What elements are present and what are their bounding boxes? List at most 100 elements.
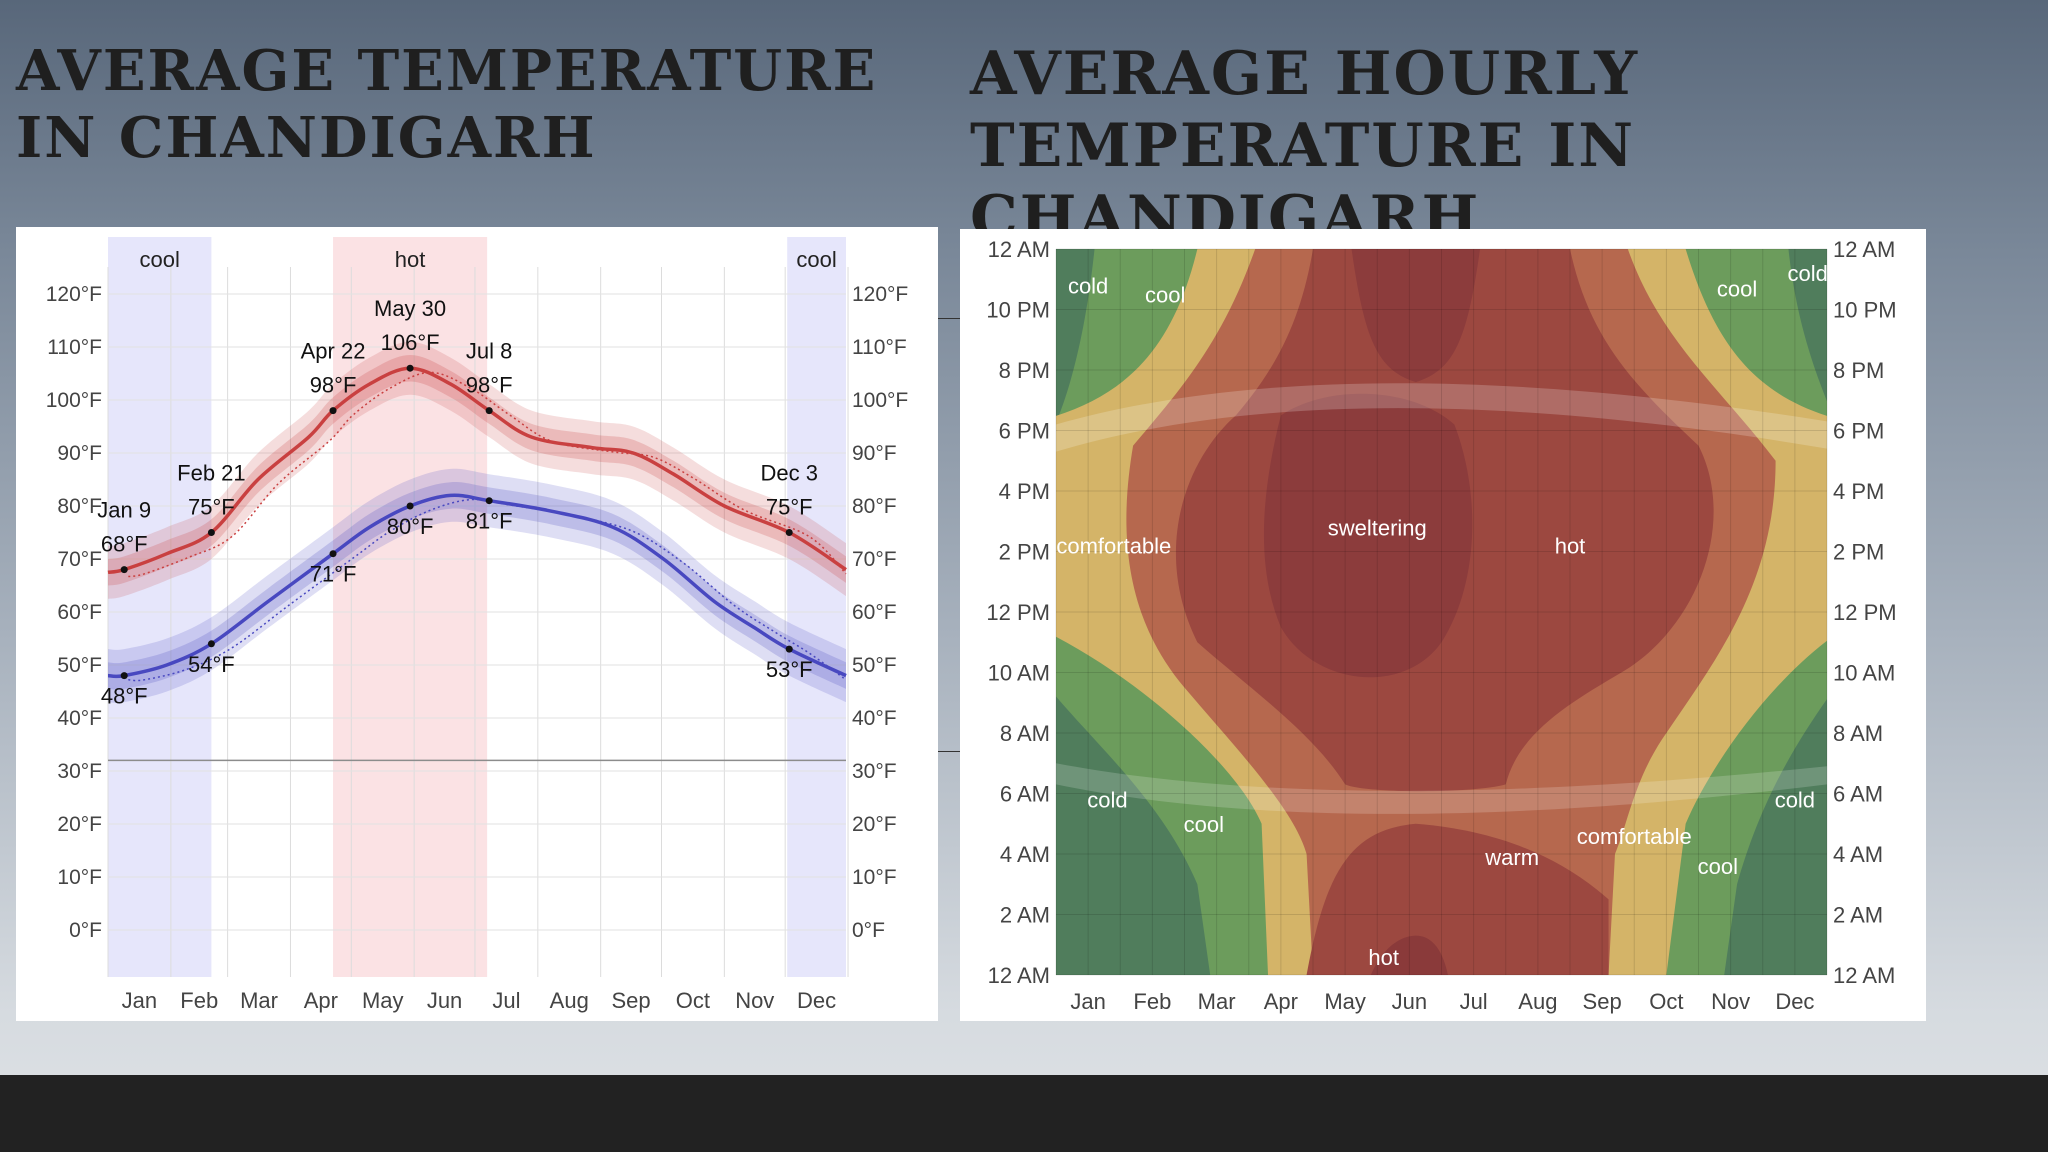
heatmap-zone-sweltering-top (1351, 249, 1481, 383)
connector-line-top (938, 318, 960, 319)
heatmap-y-tick-left: 10 PM (986, 298, 1050, 323)
x-tick-label: Jan (122, 988, 157, 1013)
heatmap-x-tick: May (1324, 989, 1366, 1014)
x-tick-label: Dec (797, 988, 836, 1013)
heatmap-zones (1056, 249, 1827, 975)
heatmap-y-tick-left: 6 PM (999, 419, 1050, 444)
heatmap-y-tick-left: 10 AM (988, 661, 1050, 686)
annotation-value: 68°F (101, 532, 148, 557)
season-band-label: cool (796, 247, 836, 272)
annotation-value: 71°F (310, 562, 357, 587)
zone-label: hot (1368, 945, 1399, 970)
y-tick-label-left: 100°F (46, 389, 102, 412)
x-tick-label: Jul (492, 988, 520, 1013)
series-line-low (107, 493, 847, 679)
heatmap-y-tick-left: 4 PM (999, 479, 1050, 504)
heatmap-y-tick-left: 2 AM (1000, 903, 1050, 928)
low-inner-band (108, 482, 846, 690)
annotation-value: 48°F (101, 684, 148, 709)
heatmap-y-tick-right: 4 AM (1833, 842, 1883, 867)
y-tick-label-right: 0°F (852, 919, 885, 942)
y-tick-label-right: 120°F (852, 283, 908, 306)
y-tick-label-right: 10°F (852, 866, 897, 889)
x-tick-label: Apr (304, 988, 338, 1013)
heatmap-zone-sweltering (1263, 393, 1473, 678)
heatmap-x-tick: Jun (1392, 989, 1427, 1014)
heatmap-y-tick-left: 12 PM (986, 600, 1050, 625)
y-tick-label-right: 70°F (852, 548, 897, 571)
y-tick-label-left: 50°F (57, 654, 102, 677)
heatmap-x-tick: Dec (1775, 989, 1814, 1014)
low-outer-band (108, 468, 846, 703)
annotation-date: Jul 8 (466, 339, 512, 364)
heatmap-y-tick-right: 6 AM (1833, 782, 1883, 807)
average-temperature-chart: cool hot cool 0°F 0°F 10°F 10°F 20°F 20°F 30°F 30°… (46, 237, 908, 1013)
zone-label: cool (1145, 282, 1185, 307)
data-point-marker (406, 364, 414, 372)
x-tick-label: Aug (550, 988, 589, 1013)
heatmap-x-tick: Oct (1649, 989, 1683, 1014)
heatmap-y-tick-right: 8 PM (1833, 358, 1884, 383)
x-tick-label: Feb (180, 988, 218, 1013)
heatmap-y-tick-right: 12 PM (1833, 600, 1897, 625)
heatmap-x-tick: Nov (1711, 989, 1750, 1014)
hourly-temperature-heatmap: 12 AM 12 AM 2 AM 2 AM 4 AM 4 AM 6 AM 6 AM 8 AM 8 … (986, 237, 1897, 1014)
high-outer-band (108, 341, 846, 599)
annotation-date: Apr 22 (301, 339, 366, 364)
heatmap-x-tick: Apr (1264, 989, 1298, 1014)
dawn-shading (1056, 763, 1827, 814)
annotation-date: Dec 3 (760, 461, 817, 486)
y-tick-label-right: 110°F (852, 336, 907, 359)
annotation-value: 106°F (381, 330, 440, 355)
zone-label: cool (1717, 276, 1757, 301)
annotation-value: 80°F (387, 514, 434, 539)
heatmap-y-tick-left: 4 AM (1000, 842, 1050, 867)
y-tick-label-left: 90°F (57, 442, 102, 465)
y-tick-label-left: 60°F (57, 601, 102, 624)
zone-label: cool (1184, 812, 1224, 837)
season-band-cool (787, 237, 846, 977)
annotation-value: 98°F (310, 373, 357, 398)
y-tick-label-left: 40°F (57, 707, 102, 730)
data-point-marker (329, 407, 337, 415)
x-tick-label: Sep (612, 988, 651, 1013)
heatmap-x-tick: Sep (1583, 989, 1622, 1014)
annotation-value: 81°F (466, 509, 513, 534)
zone-label: cold (1068, 273, 1108, 298)
heatmap-y-tick-right: 2 AM (1833, 903, 1883, 928)
y-tick-label-left: 120°F (46, 283, 102, 306)
zone-label: cold (1775, 788, 1815, 813)
y-tick-label-right: 30°F (852, 760, 897, 783)
heatmap-zone-hot-bottom (1370, 935, 1448, 975)
x-tick-label: Jun (427, 988, 462, 1013)
heatmap-y-tick-right: 2 PM (1833, 540, 1884, 565)
x-tick-label: Oct (676, 988, 710, 1013)
y-tick-label-left: 80°F (57, 495, 102, 518)
heatmap-y-tick-right: 6 PM (1833, 419, 1884, 444)
y-tick-label-right: 100°F (852, 389, 908, 412)
zone-label: comfortable (1577, 824, 1692, 849)
y-tick-label-right: 90°F (852, 442, 897, 465)
heatmap-y-tick-left: 8 PM (999, 358, 1050, 383)
slide-title-left: AVERAGE TEMPERATURE IN CHANDIGARH (16, 38, 878, 172)
data-point-marker (485, 497, 493, 505)
slide-title-right: AVERAGE HOURLY TEMPERATURE IN CHANDIGARH (970, 39, 1640, 253)
heatmap-y-tick-left: 12 AM (988, 963, 1050, 988)
data-point-marker (207, 529, 215, 536)
footer-bar (0, 1075, 2048, 1152)
high-trend-line (128, 371, 847, 578)
heatmap-y-tick-right: 8 AM (1833, 721, 1883, 746)
season-band-hot (333, 237, 488, 977)
heatmap-y-tick-right: 10 AM (1833, 661, 1895, 686)
annotation-date: Jan 9 (97, 498, 151, 523)
data-point-marker (406, 502, 414, 510)
heatmap-x-tick: Jan (1070, 989, 1105, 1014)
heatmap-y-tick-right: 10 PM (1833, 298, 1897, 323)
dusk-shading (1056, 383, 1827, 452)
y-tick-label-right: 20°F (852, 813, 897, 836)
data-point-marker (785, 645, 793, 653)
heatmap-y-tick-left: 8 AM (1000, 721, 1050, 746)
heatmap-x-tick: Mar (1198, 989, 1236, 1014)
y-tick-label-right: 60°F (852, 601, 897, 624)
zone-label: cold (1087, 788, 1127, 813)
